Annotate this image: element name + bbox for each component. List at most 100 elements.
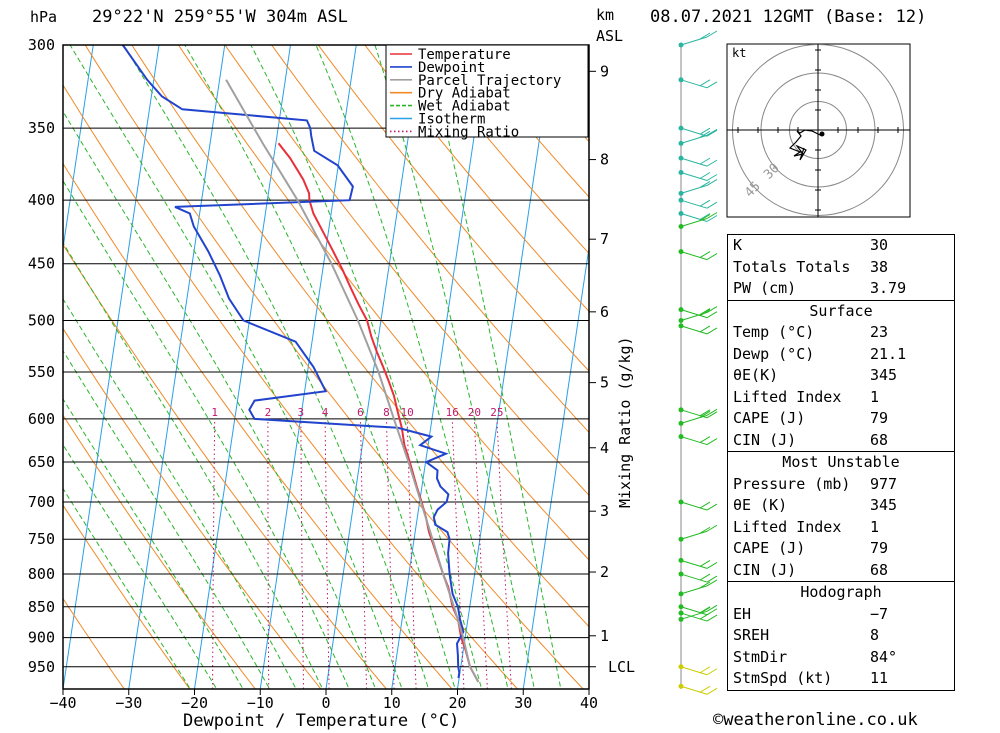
wind-barb-shaft [680, 79, 708, 89]
mixing-ratio-line [451, 418, 465, 689]
surface-label: Dewp (°C) [733, 344, 815, 363]
km-tick-label: 2 [600, 563, 609, 581]
mixing-ratio-label: 3 [298, 406, 305, 419]
parcel-trajectory-line [225, 79, 480, 683]
wind-barb-flag [706, 614, 718, 622]
hodograph [726, 43, 911, 218]
pressure-tick-label: 700 [28, 493, 55, 511]
x-tick-label: 40 [580, 694, 598, 712]
wind-barb-flag [706, 438, 718, 445]
wind-barb-shaft [680, 559, 708, 569]
wet-adiabat-line [63, 241, 324, 689]
mu-label: CAPE (J) [733, 539, 806, 557]
mu-value: 345 [870, 496, 898, 514]
surface-label: θE(K) [733, 366, 779, 384]
wet-adiabat-line [374, 45, 535, 689]
wind-barbs [678, 30, 718, 695]
isotherm-line [588, 685, 589, 689]
mixing-ratio-label: 20 [468, 406, 481, 419]
index-row: Totals Totals 38 [728, 257, 954, 279]
legend-box [385, 44, 589, 138]
wind-barb-flag [699, 308, 711, 315]
index-value: 38 [870, 257, 889, 276]
wind-barb-flag [706, 524, 718, 532]
wind-barb-shaft [680, 666, 708, 676]
pressure-tick-label: 600 [28, 410, 55, 428]
wind-barb-shaft [680, 36, 708, 46]
wind-barb-shaft [680, 585, 708, 595]
legend-label: Dewpoint [418, 60, 485, 76]
mixing-ratio-line [300, 418, 304, 689]
wet-adiabat-line [63, 298, 297, 689]
wind-barb-flag [699, 501, 711, 509]
isotherm-line [457, 45, 554, 689]
index-row: K 30 [728, 235, 954, 257]
km-unit: km [596, 6, 614, 24]
mu-value: 1 [870, 517, 880, 536]
wind-barb-shaft [680, 685, 708, 695]
mixing-ratio-line [406, 418, 417, 689]
surface-row: Lifted Index 1 [728, 387, 954, 409]
x-tick-label: 20 [448, 694, 466, 712]
mu-row: Lifted Index 1 [728, 517, 954, 539]
wind-barb-flag [699, 559, 711, 567]
mixing-ratio-label: 25 [490, 406, 503, 419]
wind-barb-flag [699, 612, 711, 620]
surface-row: CAPE (J) 79 [728, 408, 954, 430]
hodograph-unit: kt [732, 46, 746, 60]
wind-barb-flag [706, 687, 718, 695]
isotherm-line [0, 45, 28, 689]
km-tick-label: 9 [600, 62, 609, 80]
x-tick-label: −30 [115, 694, 142, 712]
wind-barb-shaft [680, 172, 708, 181]
dry-adiabat-line [317, 45, 589, 372]
surface-block: Surface Temp (°C) 23 Dewp (°C) 21.1 θE(K) 345… [727, 300, 955, 452]
wind-barb-flag [699, 573, 711, 581]
wind-barb-flag [699, 526, 711, 534]
hodo-value: 11 [870, 669, 889, 687]
index-value: 3.79 [870, 279, 907, 297]
surface-value: 345 [870, 366, 898, 384]
legend-label: Parcel Trajectory [418, 73, 561, 89]
km-tick-label: 7 [600, 230, 609, 248]
mu-value: 977 [870, 474, 898, 493]
hodo-label: StmDir [733, 647, 788, 666]
hodo-row: StmSpd (kt) 11 [728, 668, 954, 690]
wind-barb-shaft [680, 436, 708, 446]
axes: 3003504004505005506006507007508008509009… [28, 36, 635, 712]
km-tick-label: LCL [608, 658, 635, 676]
dry-adiabat-line [63, 414, 256, 689]
mu-row: θE (K) 345 [728, 495, 954, 517]
mixing-ratio-line [324, 418, 330, 689]
x-tick-label: 0 [321, 694, 330, 712]
dry-adiabat-line [63, 504, 191, 689]
pressure-unit: hPa [30, 8, 57, 26]
wind-barb-shaft [680, 501, 708, 511]
asl-unit: ASL [596, 27, 623, 45]
mixing-ratio-line [267, 418, 270, 689]
pressure-tick-label: 800 [28, 565, 55, 583]
legend-label: Wet Adiabat [418, 99, 511, 115]
wind-barb-flag [706, 561, 718, 569]
isotherm-line [194, 45, 291, 689]
wind-barb-flag [706, 215, 718, 222]
isotherm-line [391, 45, 489, 689]
dewpoint-line [121, 45, 465, 679]
wind-barb-flag [706, 201, 718, 209]
surface-row: θE(K) 345 [728, 365, 954, 387]
pressure-tick-label: 350 [28, 119, 55, 137]
wind-barb-shaft [680, 612, 708, 622]
wind-barb-flag [699, 666, 711, 674]
km-tick-label: 3 [600, 502, 609, 520]
hodo-row: EH −7 [728, 604, 954, 626]
wind-barb-flag [706, 306, 718, 313]
pressure-tick-label: 950 [28, 658, 55, 676]
wind-barb-flag [699, 325, 711, 333]
isotherm-line [63, 45, 160, 689]
hodo-label: StmSpd (kt) [733, 669, 833, 687]
hodo-value: 8 [870, 626, 880, 644]
dry-adiabat-line [270, 45, 589, 434]
pressure-tick-label: 850 [28, 598, 55, 616]
